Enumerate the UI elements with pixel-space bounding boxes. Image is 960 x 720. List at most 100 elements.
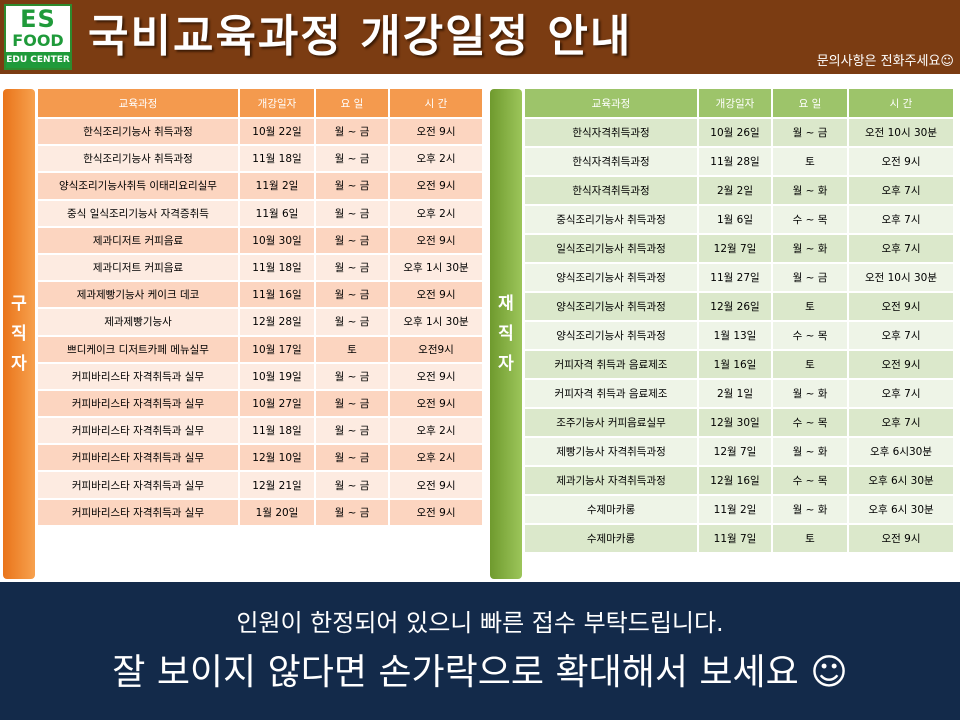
cell-days: 월 ~ 금: [316, 200, 388, 226]
table-row: 조주기능사 커피음료실무 12월 30일 수 ~ 목 오후 7시: [525, 409, 953, 436]
table-row: 수제마카롱 11월 7일 토 오전 9시: [525, 525, 953, 552]
cell-start-date: 2월 2일: [699, 177, 771, 204]
column-header-course: 교육과정: [38, 89, 238, 117]
page-title: 국비교육과정 개강일정 안내: [88, 11, 633, 62]
cell-time: 오후 2시: [390, 418, 482, 444]
cell-days: 월 ~ 금: [773, 119, 847, 146]
cell-start-date: 11월 18일: [240, 418, 314, 444]
table-row: 제빵기능사 자격취득과정 12월 7일 월 ~ 화 오후 6시30분: [525, 438, 953, 465]
table-row: 쁘디케이크 디저트카페 메뉴실무 10월 17일 토 오전9시: [38, 336, 482, 362]
cell-time: 오후 2시: [390, 445, 482, 471]
label-char: 직: [498, 324, 514, 344]
cell-days: 월 ~ 금: [316, 146, 388, 172]
cell-course: 한식조리기능사 취득과정: [38, 119, 238, 145]
cell-days: 월 ~ 금: [316, 282, 388, 308]
cell-time: 오후 6시30분: [849, 438, 953, 465]
cell-start-date: 11월 2일: [240, 173, 314, 199]
header-bar: ES FOOD EDU CENTER 국비교육과정 개강일정 안내 문의사항은 …: [0, 0, 960, 74]
footer-notice: 인원이 한정되어 있으니 빠른 접수 부탁드립니다.: [236, 609, 724, 637]
cell-course: 양식조리기능사 취득과정: [525, 322, 697, 349]
cell-time: 오전 9시: [849, 148, 953, 175]
cell-course: 수제마카롱: [525, 525, 697, 552]
cell-course: 양식조리기능사 취득과정: [525, 293, 697, 320]
label-char: 자: [11, 354, 27, 374]
table-row: 한식자격취득과정 2월 2일 월 ~ 화 오후 7시: [525, 177, 953, 204]
table-row: 양식조리기능사 취득과정 12월 26일 토 오전 9시: [525, 293, 953, 320]
table-row: 커피자격 취득과 음료제조 1월 16일 토 오전 9시: [525, 351, 953, 378]
cell-start-date: 12월 28일: [240, 309, 314, 335]
cell-start-date: 11월 16일: [240, 282, 314, 308]
footer-banner: 인원이 한정되어 있으니 빠른 접수 부탁드립니다. 잘 보이지 않다면 손가락…: [0, 582, 960, 720]
cell-start-date: 10월 22일: [240, 119, 314, 145]
cell-course: 커피바리스타 자격취득과 실무: [38, 445, 238, 471]
cell-time: 오후 2시: [390, 146, 482, 172]
cell-time: 오후 7시: [849, 322, 953, 349]
contact-note: 문의사항은 전화주세요☺: [816, 54, 954, 69]
job-seeker-table-body: 한식조리기능사 취득과정 10월 22일 월 ~ 금 오전 9시 한식조리기능사 취득과…: [38, 119, 482, 525]
cell-days: 월 ~ 금: [316, 119, 388, 145]
cell-course: 제빵기능사 자격취득과정: [525, 438, 697, 465]
cell-course: 한식자격취득과정: [525, 177, 697, 204]
cell-time: 오후 6시 30분: [849, 467, 953, 494]
label-char: 구: [11, 294, 27, 314]
cell-days: 월 ~ 화: [773, 438, 847, 465]
cell-days: 수 ~ 목: [773, 409, 847, 436]
table-row: 커피바리스타 자격취득과 실무 10월 27일 월 ~ 금 오전 9시: [38, 390, 482, 417]
table-row: 커피바리스타 자격취득과 실무 11월 18일 월 ~ 금 오후 2시: [38, 418, 482, 444]
cell-days: 월 ~ 금: [316, 227, 388, 253]
cell-start-date: 12월 7일: [699, 235, 771, 262]
table-row: 한식자격취득과정 11월 28일 토 오전 9시: [525, 148, 953, 175]
cell-time: 오후 1시 30분: [390, 309, 482, 335]
cell-days: 월 ~ 화: [773, 235, 847, 262]
table-row: 제과디저트 커피음료 11월 18일 월 ~ 금 오후 1시 30분: [38, 254, 482, 281]
cell-time: 오전 9시: [390, 119, 482, 145]
cell-time: 오전 9시: [390, 173, 482, 199]
cell-start-date: 12월 7일: [699, 438, 771, 465]
table-row: 한식자격취득과정 10월 26일 월 ~ 금 오전 10시 30분: [525, 119, 953, 146]
label-char: 재: [498, 294, 514, 314]
cell-start-date: 11월 18일: [240, 254, 314, 281]
cell-course: 한식자격취득과정: [525, 148, 697, 175]
table-header-row: 교육과정 개강일자 요 일 시 간: [525, 89, 953, 117]
logo-text-educenter: EDU CENTER: [6, 52, 70, 68]
table-row: 제과기능사 자격취득과정 12월 16일 수 ~ 목 오후 6시 30분: [525, 467, 953, 494]
cell-course: 중식조리기능사 취득과정: [525, 206, 697, 233]
cell-start-date: 12월 16일: [699, 467, 771, 494]
cell-start-date: 1월 16일: [699, 351, 771, 378]
cell-days: 월 ~ 화: [773, 380, 847, 407]
cell-course: 한식자격취득과정: [525, 119, 697, 146]
table-row: 커피바리스타 자격취득과 실무 12월 21일 월 ~ 금 오전 9시: [38, 472, 482, 498]
job-seeker-label: 구 직 자: [3, 89, 35, 579]
cell-course: 제과디저트 커피음료: [38, 227, 238, 253]
cell-time: 오전 10시 30분: [849, 119, 953, 146]
cell-time: 오후 2시: [390, 200, 482, 226]
table-row: 커피바리스타 자격취득과 실무 1월 20일 월 ~ 금 오전 9시: [38, 499, 482, 525]
cell-start-date: 11월 27일: [699, 264, 771, 291]
cell-start-date: 10월 27일: [240, 390, 314, 417]
table-row: 커피자격 취득과 음료제조 2월 1일 월 ~ 화 오후 7시: [525, 380, 953, 407]
cell-days: 월 ~ 금: [316, 173, 388, 199]
cell-course: 제과제빵기능사: [38, 309, 238, 335]
column-header-time: 시 간: [849, 89, 953, 117]
cell-start-date: 11월 7일: [699, 525, 771, 552]
cell-time: 오전9시: [390, 336, 482, 362]
cell-days: 월 ~ 화: [773, 496, 847, 523]
column-header-course: 교육과정: [525, 89, 697, 117]
cell-time: 오전 9시: [390, 390, 482, 417]
cell-days: 월 ~ 금: [316, 499, 388, 525]
cell-time: 오후 6시 30분: [849, 496, 953, 523]
cell-start-date: 1월 13일: [699, 322, 771, 349]
cell-course: 수제마카롱: [525, 496, 697, 523]
cell-days: 토: [773, 293, 847, 320]
cell-start-date: 11월 2일: [699, 496, 771, 523]
table-row: 일식조리기능사 취득과정 12월 7일 월 ~ 화 오후 7시: [525, 235, 953, 262]
cell-days: 월 ~ 금: [316, 309, 388, 335]
cell-days: 월 ~ 금: [316, 418, 388, 444]
cell-start-date: 1월 6일: [699, 206, 771, 233]
cell-days: 월 ~ 화: [773, 177, 847, 204]
cell-course: 조주기능사 커피음료실무: [525, 409, 697, 436]
table-row: 양식조리기능사취득 이태리요리실무 11월 2일 월 ~ 금 오전 9시: [38, 173, 482, 199]
cell-course: 커피바리스타 자격취득과 실무: [38, 418, 238, 444]
cell-course: 커피자격 취득과 음료제조: [525, 380, 697, 407]
